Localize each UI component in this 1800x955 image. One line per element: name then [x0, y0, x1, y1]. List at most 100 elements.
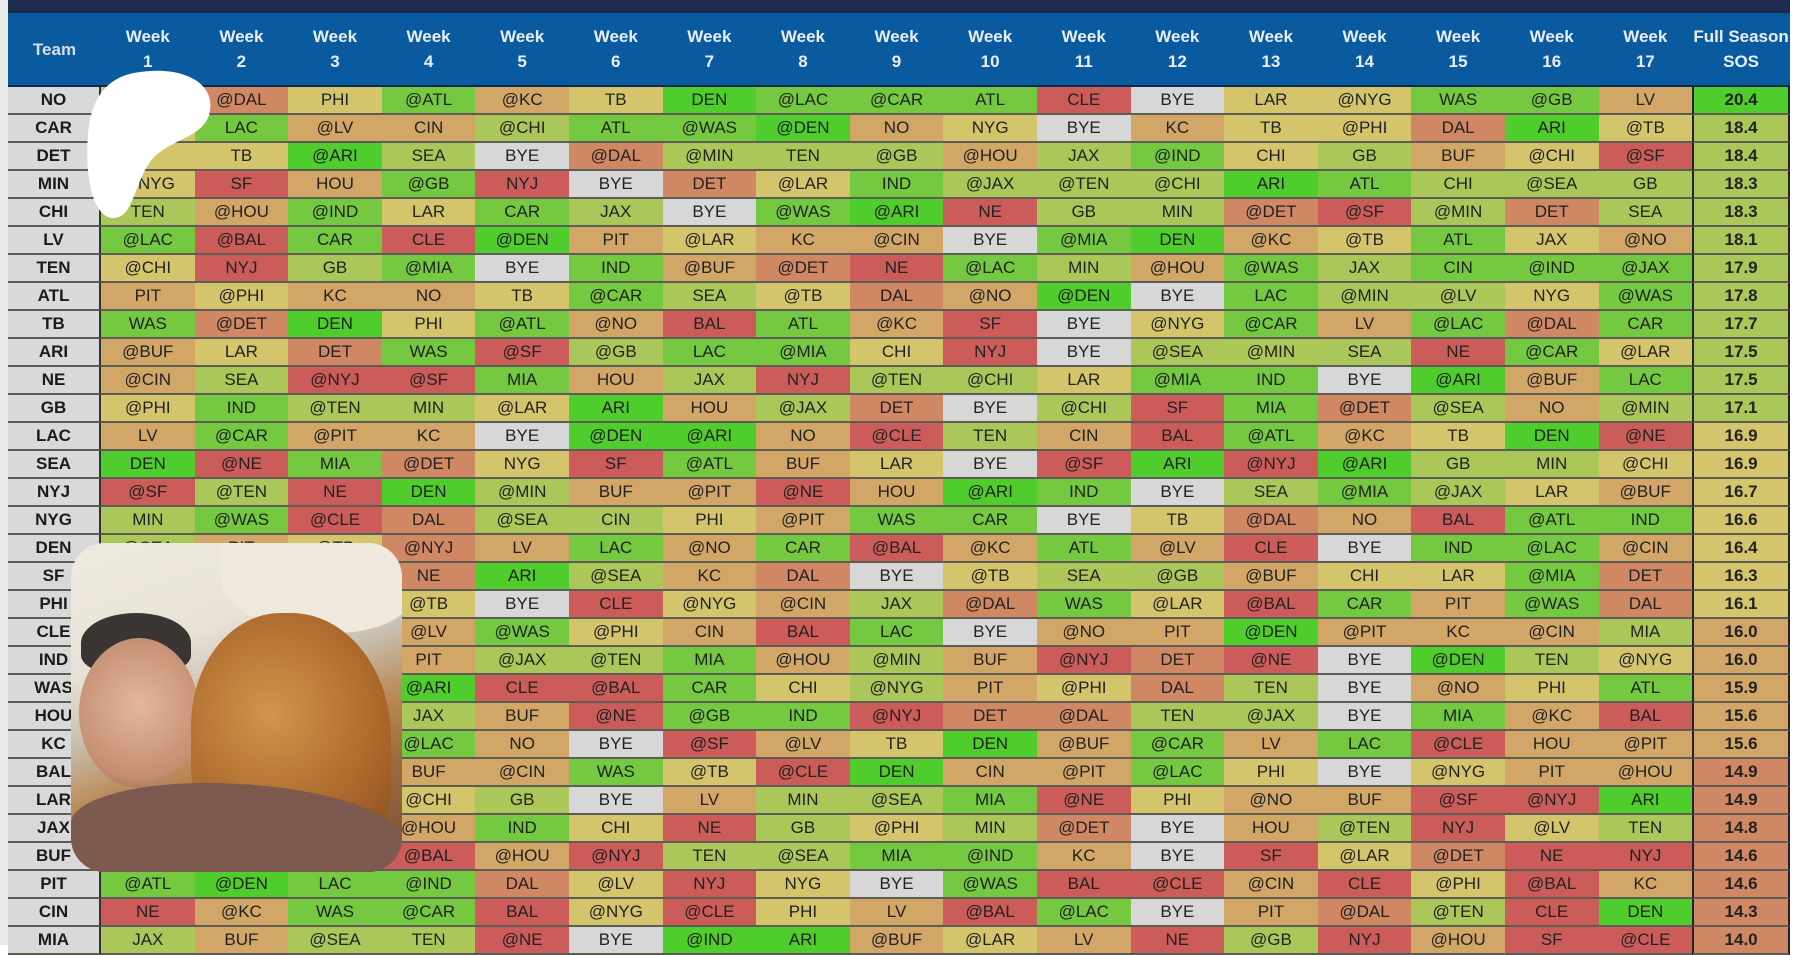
game-cell: NE [662, 815, 757, 843]
game-cell: IND [1598, 507, 1693, 535]
game-cell: @BUF [662, 255, 757, 283]
game-cell: ATL [1598, 675, 1693, 703]
game-cell: @DAL [568, 143, 663, 171]
game-cell: TB [1224, 115, 1318, 143]
game-cell: @CHI [475, 115, 569, 143]
game-cell: MIA [849, 843, 944, 871]
game-cell: @SEA [1504, 171, 1599, 199]
game-cell: @LAR [1598, 339, 1693, 367]
team-cell: LAC [8, 423, 101, 451]
sos-cell: 14.8 [1692, 815, 1791, 843]
game-cell: IND [1036, 479, 1131, 507]
game-cell: TEN [662, 843, 757, 871]
game-cell: @CIN [1504, 619, 1599, 647]
game-cell: MIA [288, 451, 382, 479]
game-cell: TEN [1598, 815, 1693, 843]
game-cell: BYE [568, 927, 663, 955]
game-cell: @KC [475, 87, 569, 115]
game-cell: ATL [1317, 171, 1412, 199]
game-cell: CLE [568, 591, 663, 619]
game-cell: @GB [381, 171, 476, 199]
game-cell: BYE [1130, 479, 1225, 507]
game-cell: @GB [1224, 927, 1318, 955]
game-cell: CAR [1598, 311, 1693, 339]
header-week-15: Week 15 [1411, 13, 1505, 87]
game-cell: BYE [475, 143, 569, 171]
game-cell: @LV [1504, 815, 1599, 843]
team-cell: CIN [8, 899, 101, 927]
game-cell: @ARI [662, 423, 757, 451]
game-cell: NYJ [1411, 815, 1505, 843]
game-cell: @NYG [1598, 647, 1693, 675]
game-cell: NYJ [1317, 927, 1412, 955]
game-cell: BYE [1130, 843, 1225, 871]
sos-cell: 18.4 [1692, 115, 1791, 143]
game-cell: @IND [288, 199, 382, 227]
game-cell: TEN [381, 927, 476, 955]
game-cell: CIN [381, 115, 476, 143]
game-cell: SF [1130, 395, 1225, 423]
header-week-17: Week 17 [1598, 13, 1693, 87]
game-cell: GB [1598, 171, 1693, 199]
game-cell: @SEA [1130, 339, 1225, 367]
header-week-2: Week 2 [194, 13, 289, 87]
game-cell: LAR [381, 199, 476, 227]
game-cell: WAS [381, 339, 476, 367]
game-cell: @LAC [1036, 899, 1131, 927]
game-cell: @MIA [756, 339, 850, 367]
team-cell: CHI [8, 199, 101, 227]
game-cell: @TEN [568, 647, 663, 675]
game-cell: NO [1317, 507, 1412, 535]
game-cell: KC [1411, 619, 1505, 647]
game-cell: DET [1598, 563, 1693, 591]
game-cell: LAC [849, 619, 944, 647]
game-cell: @LV [568, 871, 663, 899]
game-cell: @NYJ [1224, 451, 1318, 479]
game-cell: JAX [1317, 255, 1412, 283]
game-cell: LAR [1224, 87, 1318, 115]
game-cell: @HOU [1411, 927, 1505, 955]
game-cell: @ATL [1504, 507, 1599, 535]
game-cell: CLE [1036, 87, 1131, 115]
game-cell: @LAC [1411, 311, 1505, 339]
game-cell: @LAR [475, 395, 569, 423]
game-cell: @NO [568, 311, 663, 339]
game-cell: BYE [1317, 367, 1412, 395]
game-cell: ARI [568, 395, 663, 423]
game-cell: @DEN [568, 423, 663, 451]
game-cell: @PIT [1598, 731, 1693, 759]
game-cell: @SF [475, 339, 569, 367]
game-cell: MIN [756, 787, 850, 815]
game-cell: MIN [101, 507, 195, 535]
game-cell: @CIN [475, 759, 569, 787]
game-cell: @LAC [1130, 759, 1225, 787]
game-cell: @CHI [1130, 171, 1225, 199]
team-cell: CAR [8, 115, 101, 143]
game-cell: MIA [475, 367, 569, 395]
game-cell: WAS [849, 507, 944, 535]
game-cell: IND [1411, 535, 1505, 563]
game-cell: @BUF [101, 339, 195, 367]
game-cell: @SEA [849, 787, 944, 815]
game-cell: @ARI [943, 479, 1037, 507]
game-cell: @NE [194, 451, 289, 479]
game-cell: WAS [568, 759, 663, 787]
sos-cell: 16.1 [1692, 591, 1791, 619]
game-cell: ARI [475, 563, 569, 591]
sos-cell: 14.3 [1692, 899, 1791, 927]
header-week-12: Week 12 [1130, 13, 1225, 87]
game-cell: CHI [1224, 143, 1318, 171]
game-cell: ARI [1504, 115, 1599, 143]
game-cell: @ATL [662, 451, 757, 479]
game-cell: @JAX [756, 395, 850, 423]
game-cell: GB [475, 787, 569, 815]
game-cell: LV [1036, 927, 1131, 955]
game-cell: BYE [1130, 87, 1225, 115]
game-cell: @NO [1224, 787, 1318, 815]
sos-cell: 14.6 [1692, 843, 1791, 871]
game-cell: LAC [568, 535, 663, 563]
game-cell: NE [1504, 843, 1599, 871]
game-cell: BYE [475, 591, 569, 619]
game-cell: @NYG [1411, 759, 1505, 787]
team-cell: TEN [8, 255, 101, 283]
